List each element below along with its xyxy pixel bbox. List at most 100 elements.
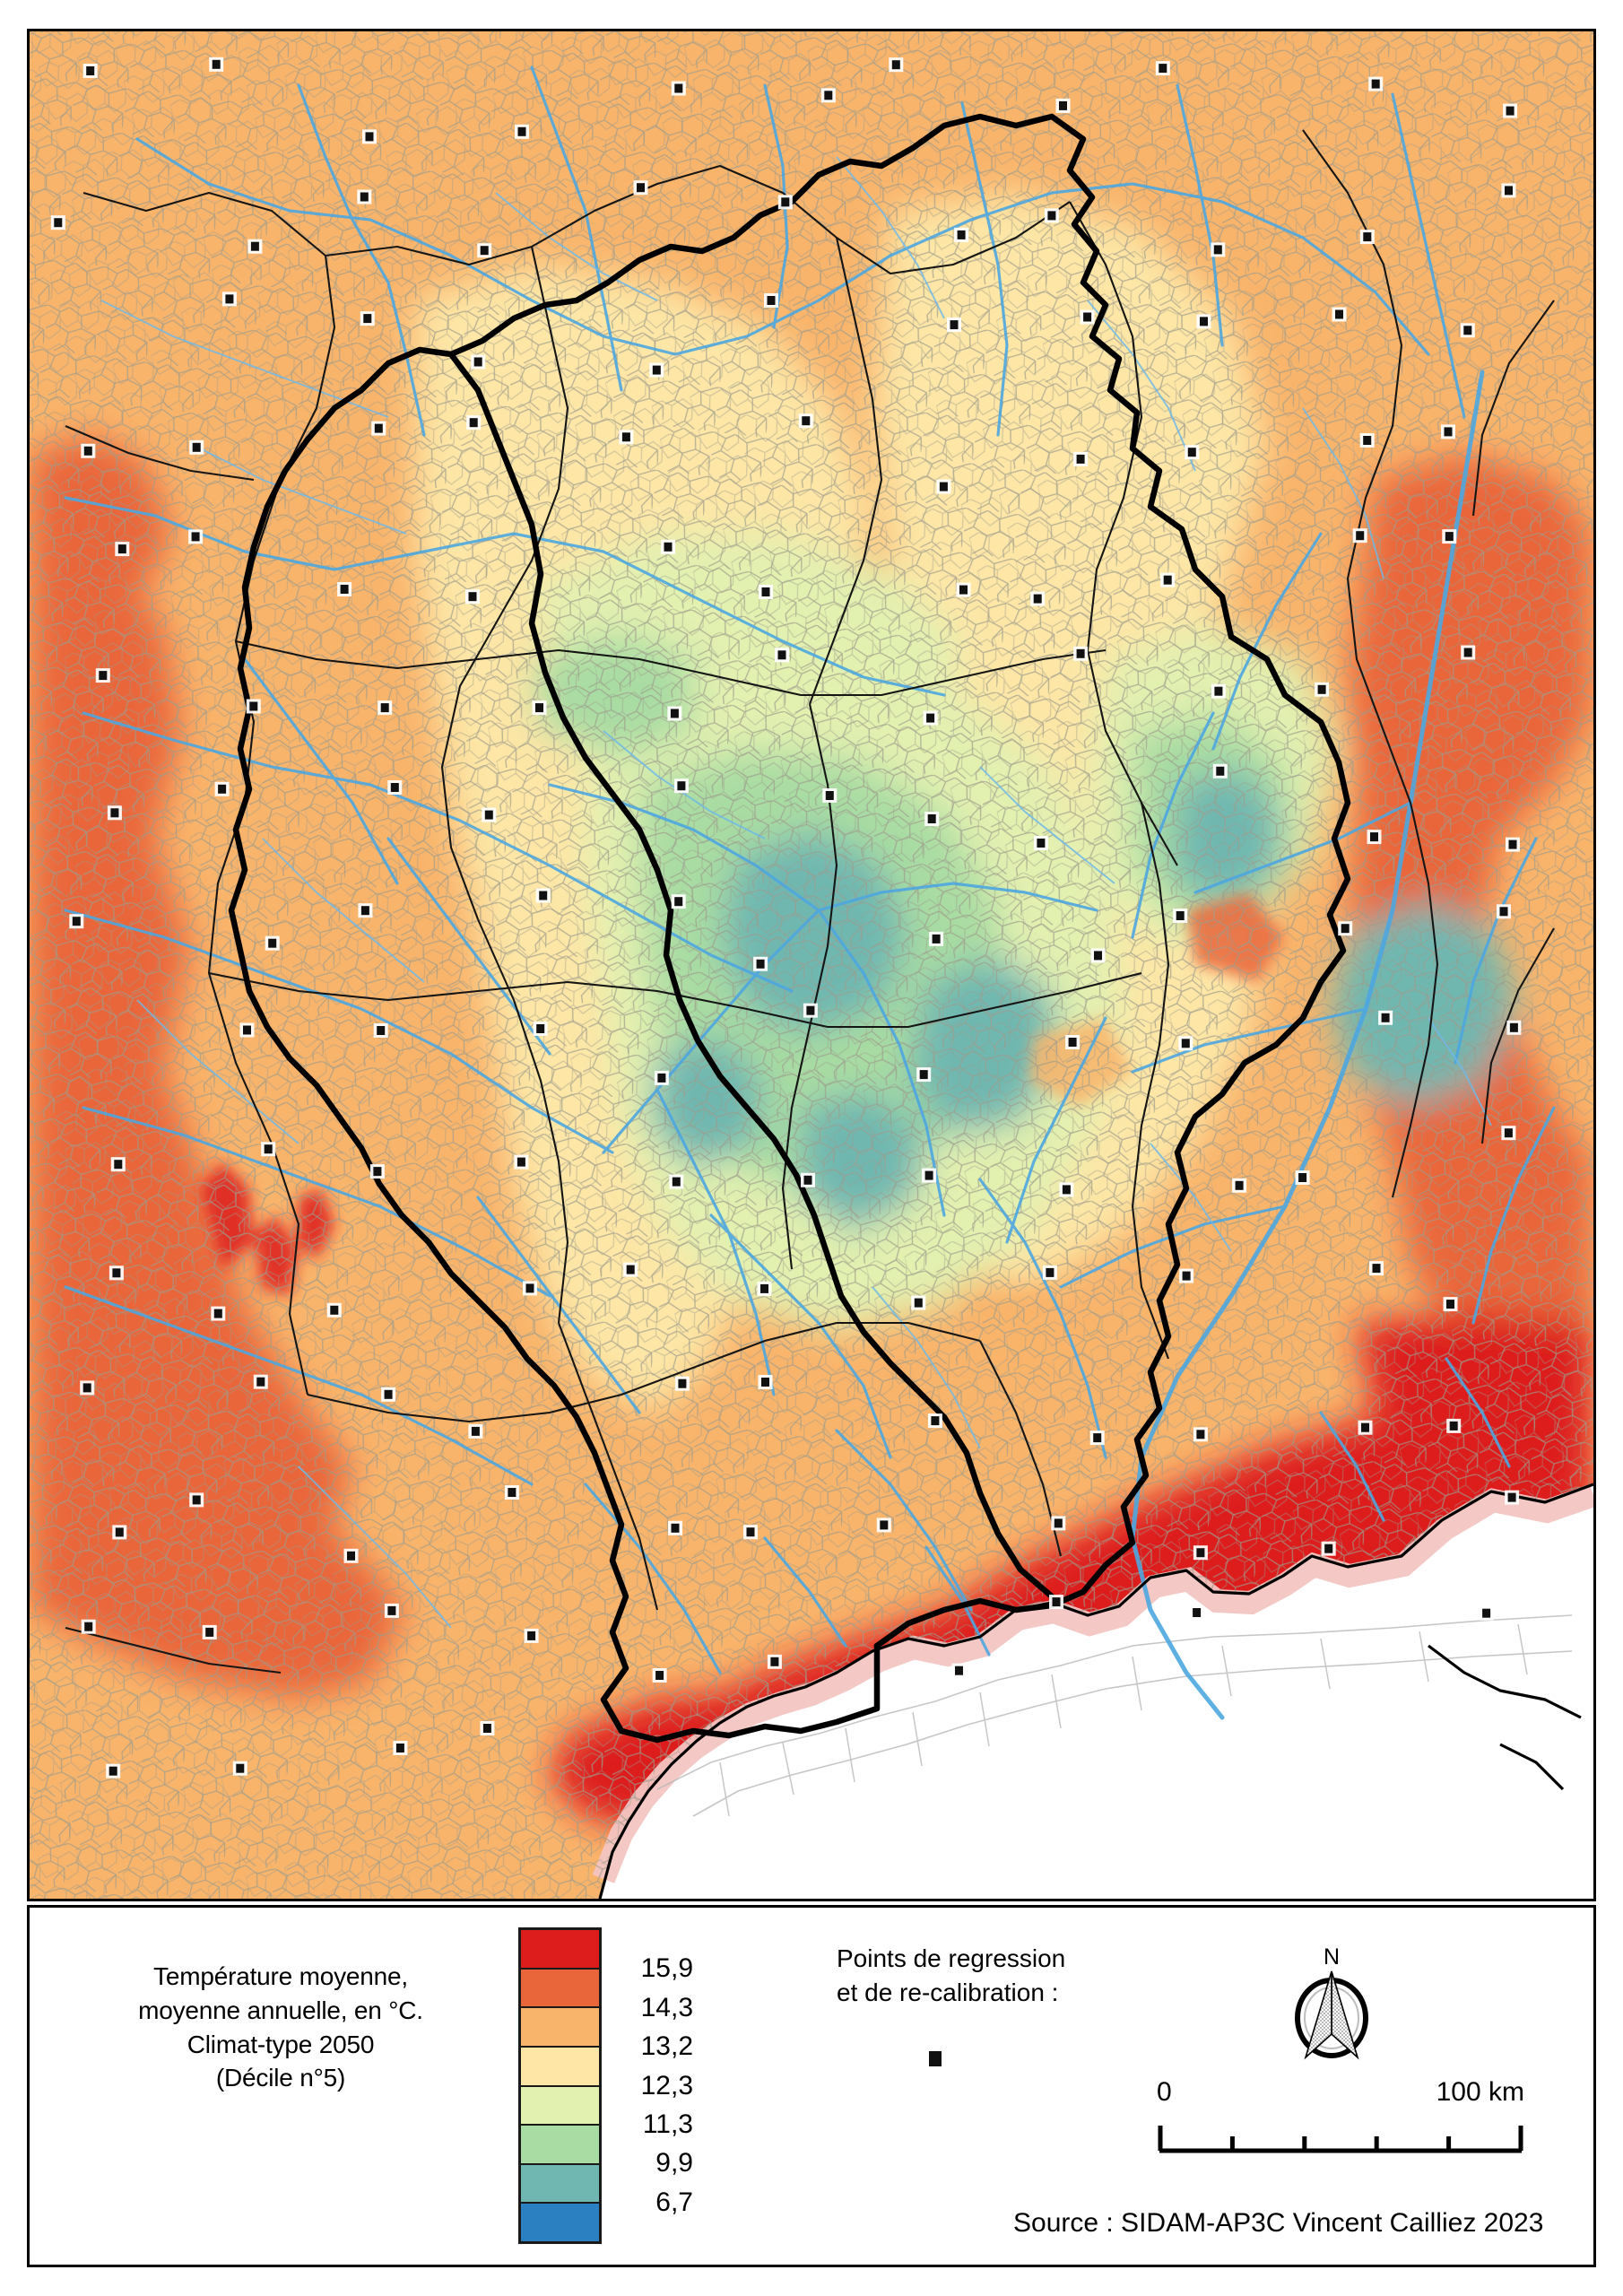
regression-point[interactable] [268, 938, 277, 948]
regression-point[interactable] [212, 59, 221, 69]
regression-point[interactable] [1363, 436, 1372, 445]
regression-point[interactable] [340, 585, 349, 594]
regression-point[interactable] [114, 1160, 123, 1170]
regression-point[interactable] [959, 585, 968, 595]
regression-point[interactable] [1052, 1597, 1061, 1607]
regression-point[interactable] [806, 1005, 815, 1015]
regression-point[interactable] [955, 1665, 963, 1675]
regression-point[interactable] [1449, 1421, 1458, 1431]
regression-point[interactable] [677, 781, 686, 791]
regression-point[interactable] [1508, 839, 1517, 849]
regression-point[interactable] [1033, 594, 1042, 604]
regression-point[interactable] [626, 1265, 635, 1274]
regression-point[interactable] [249, 701, 258, 711]
regression-point[interactable] [468, 592, 477, 602]
regression-point[interactable] [1324, 1544, 1333, 1553]
regression-point[interactable] [83, 446, 92, 456]
regression-point[interactable] [1335, 309, 1343, 319]
regression-point[interactable] [1463, 648, 1472, 657]
regression-point[interactable] [1370, 832, 1378, 842]
regression-point[interactable] [1363, 232, 1372, 242]
regression-point[interactable] [1507, 1492, 1516, 1502]
regression-point[interactable] [516, 1157, 525, 1167]
regression-point[interactable] [536, 1024, 545, 1033]
regression-point[interactable] [360, 192, 369, 202]
regression-point[interactable] [508, 1488, 516, 1497]
regression-point[interactable] [891, 60, 900, 70]
regression-point[interactable] [192, 1495, 201, 1505]
regression-point[interactable] [1047, 211, 1056, 221]
regression-point[interactable] [256, 1377, 265, 1387]
regression-point[interactable] [756, 959, 765, 969]
regression-point[interactable] [1093, 1433, 1102, 1443]
regression-point[interactable] [1196, 1430, 1205, 1439]
regression-point[interactable] [1176, 911, 1185, 920]
regression-point[interactable] [1076, 454, 1085, 464]
regression-point[interactable] [670, 709, 679, 718]
regression-point[interactable] [84, 1622, 93, 1631]
regression-point[interactable] [1317, 684, 1326, 694]
regression-point[interactable] [761, 587, 770, 596]
regression-point[interactable] [931, 1416, 940, 1426]
regression-point[interactable] [1193, 1608, 1202, 1617]
regression-point[interactable] [365, 132, 374, 142]
regression-point[interactable] [117, 544, 126, 554]
regression-point[interactable] [939, 482, 948, 491]
regression-point[interactable] [781, 197, 790, 207]
regression-point[interactable] [1499, 907, 1508, 917]
regression-point[interactable] [1463, 326, 1472, 335]
regression-point[interactable] [380, 703, 389, 713]
regression-point[interactable] [469, 418, 478, 428]
regression-point[interactable] [218, 784, 227, 794]
map-canvas[interactable] [30, 31, 1593, 1899]
regression-point[interactable] [99, 671, 108, 681]
regression-point[interactable] [330, 1305, 339, 1315]
regression-point[interactable] [674, 83, 683, 93]
regression-point[interactable] [924, 1170, 933, 1180]
regression-point[interactable] [1046, 1267, 1055, 1277]
map-panel[interactable] [27, 29, 1596, 1901]
regression-point[interactable] [395, 1744, 404, 1752]
regression-point[interactable] [664, 542, 673, 552]
regression-point[interactable] [919, 1070, 928, 1080]
regression-point[interactable] [191, 532, 200, 542]
regression-point[interactable] [1445, 532, 1454, 542]
regression-point[interactable] [1094, 951, 1102, 961]
regression-point[interactable] [1187, 448, 1196, 457]
regression-point[interactable] [777, 650, 786, 660]
regression-point[interactable] [1341, 924, 1350, 934]
regression-point[interactable] [880, 1520, 889, 1530]
regression-point[interactable] [243, 1025, 251, 1035]
regression-point[interactable] [746, 1527, 755, 1537]
regression-point[interactable] [1482, 1608, 1491, 1618]
regression-point[interactable] [384, 1389, 393, 1399]
regression-point[interactable] [1083, 312, 1092, 322]
regression-point[interactable] [110, 808, 119, 818]
regression-point[interactable] [225, 294, 234, 304]
regression-point[interactable] [1298, 1173, 1307, 1182]
regression-point[interactable] [115, 1527, 124, 1537]
regression-point[interactable] [539, 891, 548, 900]
regression-point[interactable] [621, 432, 630, 442]
regression-point[interactable] [770, 1657, 779, 1666]
regression-point[interactable] [950, 320, 959, 330]
regression-point[interactable] [824, 91, 833, 100]
regression-point[interactable] [1444, 427, 1453, 437]
regression-point[interactable] [205, 1627, 214, 1637]
regression-point[interactable] [54, 218, 63, 228]
regression-point[interactable] [1054, 1518, 1063, 1528]
regression-point[interactable] [363, 314, 372, 324]
regression-point[interactable] [1200, 317, 1208, 326]
regression-point[interactable] [482, 1724, 491, 1733]
regression-point[interactable] [1181, 1039, 1190, 1048]
regression-point[interactable] [678, 1378, 687, 1388]
regression-point[interactable] [802, 416, 811, 426]
regression-point[interactable] [1213, 245, 1222, 255]
regression-point[interactable] [108, 1766, 117, 1776]
regression-point[interactable] [1182, 1271, 1191, 1281]
regression-point[interactable] [377, 1026, 386, 1035]
regression-point[interactable] [1159, 64, 1167, 74]
regression-point[interactable] [360, 906, 369, 916]
regression-point[interactable] [637, 183, 645, 193]
regression-point[interactable] [373, 1167, 382, 1177]
